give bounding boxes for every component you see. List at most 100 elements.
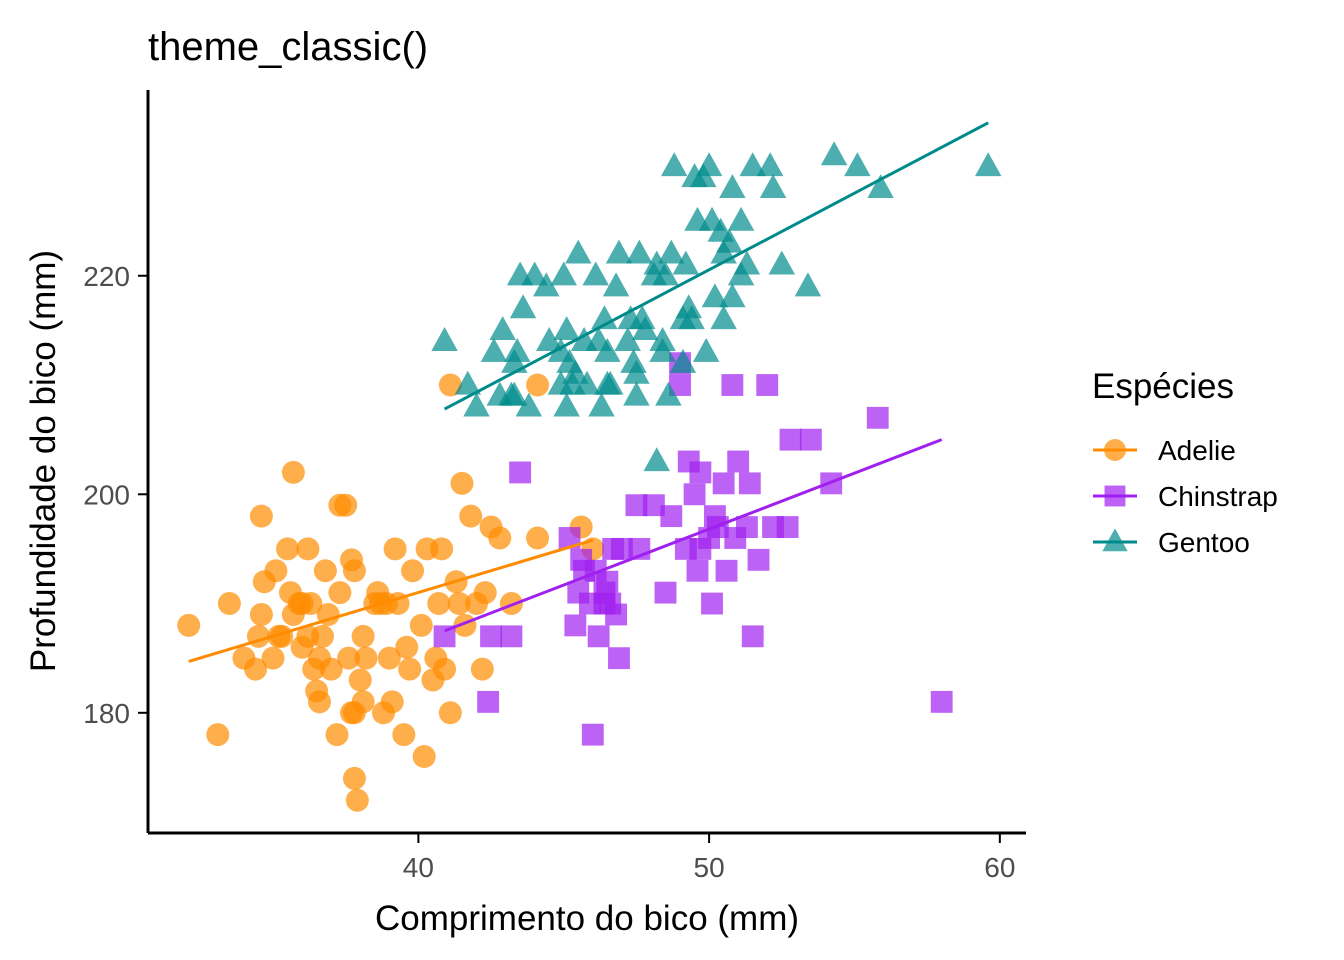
data-point-adelie (427, 592, 451, 616)
y-tick-label: 220 (83, 261, 130, 292)
data-point-adelie (392, 723, 416, 747)
data-point-chinstrap (654, 581, 677, 604)
data-point-chinstrap (593, 581, 616, 604)
data-point-gentoo (768, 250, 796, 275)
data-point-adelie (206, 723, 230, 747)
data-point-gentoo (463, 392, 490, 417)
data-point-chinstrap (866, 406, 889, 429)
legend-key-marker-chinstrap (1104, 485, 1126, 507)
data-point-gentoo (605, 239, 633, 264)
data-point-gentoo (710, 305, 737, 330)
data-point-adelie (276, 537, 300, 561)
data-point-chinstrap (683, 483, 706, 506)
y-tick-label: 180 (83, 698, 130, 729)
data-point-gentoo (501, 348, 528, 373)
data-point-chinstrap (669, 374, 691, 396)
data-point-gentoo (588, 392, 615, 417)
data-point-adelie (177, 613, 201, 637)
data-point-gentoo (695, 152, 723, 177)
data-point-gentoo (739, 152, 766, 177)
data-point-adelie (447, 592, 471, 616)
trend-line-adelie (188, 538, 594, 663)
x-tick-label: 40 (403, 852, 434, 883)
legend-label-gentoo: Gentoo (1158, 527, 1250, 558)
data-point-adelie (398, 657, 422, 681)
data-point-gentoo (658, 239, 685, 264)
data-point-gentoo (652, 261, 679, 286)
data-point-gentoo (535, 327, 563, 351)
data-point-adelie (328, 581, 352, 605)
data-point-gentoo (631, 316, 659, 341)
data-point-adelie (342, 766, 366, 790)
data-point-gentoo (553, 392, 580, 417)
y-axis-ticks: 180 200 220 (83, 261, 148, 729)
data-point-adelie (351, 624, 375, 648)
data-point-gentoo (562, 359, 589, 384)
data-point-gentoo (719, 283, 746, 308)
data-point-chinstrap (747, 548, 770, 571)
data-point-adelie (459, 504, 483, 528)
data-point-chinstrap (608, 647, 630, 670)
data-point-chinstrap (509, 461, 532, 484)
data-point-chinstrap (689, 461, 712, 484)
y-axis-title: Profundidade do bico (mm) (24, 250, 63, 672)
data-point-gentoo (655, 381, 682, 406)
data-point-gentoo (614, 327, 641, 351)
data-point-adelie (296, 537, 320, 561)
data-point-chinstrap (587, 625, 610, 648)
data-point-chinstrap (660, 505, 683, 528)
data-point-adelie (337, 646, 361, 670)
legend-key-marker-adelie (1104, 439, 1126, 461)
x-axis-ticks: 40 50 60 (403, 833, 1015, 883)
trend-line-chinstrap (444, 438, 943, 633)
data-point-adelie (438, 701, 462, 725)
data-point-adelie (334, 493, 358, 517)
data-point-gentoo (553, 316, 580, 341)
data-point-gentoo (756, 152, 784, 177)
data-point-adelie (217, 592, 241, 616)
data-point-adelie (488, 526, 512, 550)
data-point-gentoo (515, 392, 543, 417)
data-point-adelie (310, 624, 334, 648)
data-point-chinstrap (727, 450, 750, 473)
data-point-chinstrap (799, 428, 822, 451)
data-point-gentoo (602, 272, 630, 297)
data-point-gentoo (672, 250, 700, 275)
data-point-chinstrap (500, 625, 523, 648)
data-point-chinstrap (715, 559, 738, 582)
data-point-chinstrap (701, 592, 723, 615)
data-point-gentoo (480, 337, 508, 362)
data-point-chinstrap (581, 723, 604, 746)
data-point-gentoo (660, 152, 688, 177)
data-point-gentoo (733, 250, 761, 275)
data-point-gentoo (431, 327, 458, 351)
data-point-adelie (377, 646, 401, 670)
data-point-adelie (261, 646, 285, 670)
data-point-gentoo (521, 261, 548, 286)
data-point-chinstrap (735, 516, 758, 538)
data-point-gentoo (597, 370, 624, 395)
data-point-gentoo (509, 294, 537, 319)
data-point-adelie (354, 646, 378, 670)
data-point-adelie (345, 788, 369, 812)
data-point-chinstrap (477, 690, 500, 713)
data-point-adelie (249, 602, 273, 626)
data-point-chinstrap (779, 428, 802, 451)
data-point-gentoo (701, 283, 729, 308)
data-point-adelie (526, 373, 550, 397)
data-point-chinstrap (625, 494, 648, 517)
data-point-gentoo (844, 152, 871, 177)
data-point-gentoo (669, 348, 697, 373)
data-point-chinstrap (564, 614, 587, 637)
data-point-gentoo (565, 239, 592, 264)
x-tick-label: 60 (984, 852, 1015, 883)
data-point-adelie (380, 690, 404, 714)
data-point-adelie (319, 657, 343, 681)
data-point-chinstrap (721, 374, 744, 396)
data-point-chinstrap (610, 537, 633, 560)
data-point-adelie (470, 657, 494, 681)
legend: Espécies Adelie Chinstrap Gentoo (1092, 367, 1278, 558)
data-point-adelie (325, 723, 349, 747)
data-point-gentoo (727, 206, 755, 231)
